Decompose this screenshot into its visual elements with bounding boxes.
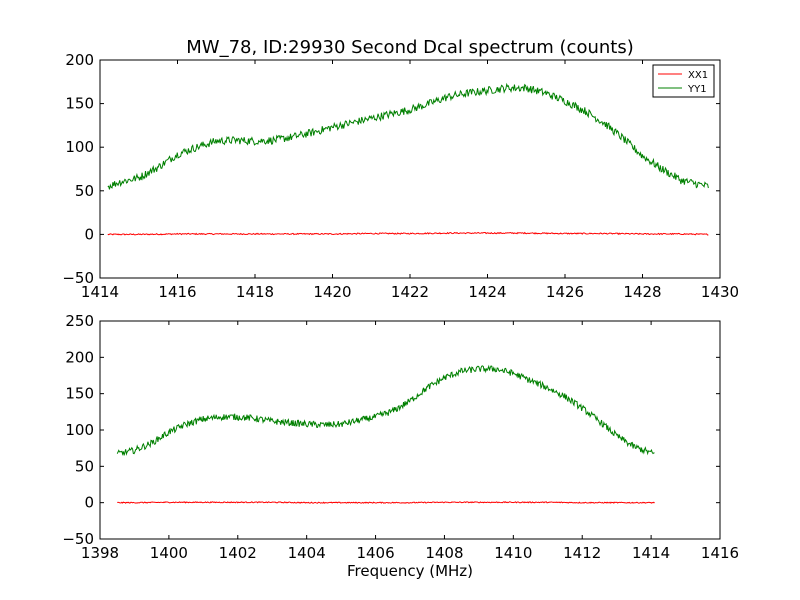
y-tick-label: 100 [65, 138, 94, 156]
y-tick-label: 250 [65, 312, 94, 330]
y-tick-label: 200 [65, 348, 94, 366]
plot-frame [99, 59, 721, 279]
y-tick-label: −50 [62, 269, 94, 287]
chart-panel-1: 1414 1416 1418 1420 1422 1424 1426 1428 1430 −50 0… [62, 37, 739, 301]
x-tick-label: 1400 [150, 544, 188, 562]
x-tick-label: 1420 [313, 283, 351, 301]
y-tick-label: 0 [84, 494, 94, 512]
chart-title: MW_78, ID:29930 Second Dcal spectrum (co… [186, 37, 633, 58]
x-tick-label: 1416 [158, 283, 196, 301]
x-tick-label: 1404 [288, 544, 326, 562]
x-tick-label: 1398 [81, 544, 119, 562]
x-tick-label: 1414 [632, 544, 670, 562]
series-line-xx1 [107, 231, 709, 236]
y-tick-label: 0 [84, 225, 94, 243]
x-tick-label: 1414 [81, 283, 119, 301]
x-tick-label: 1408 [425, 544, 463, 562]
x-tick-label: 1426 [546, 283, 584, 301]
y-tick-label: 50 [75, 182, 94, 200]
legend-box [652, 64, 715, 98]
series-line-xx1 [117, 501, 655, 504]
x-tick-label: 1416 [701, 544, 739, 562]
x-tick-label: 1410 [494, 544, 532, 562]
series-line-yy1 [116, 364, 655, 456]
x-tick-label: 1422 [391, 283, 429, 301]
x-tick-label: 1430 [701, 283, 739, 301]
y-tick-label: 150 [65, 95, 94, 113]
legend-label-yy1: YY1 [687, 84, 707, 95]
y-tick-label: 100 [65, 421, 94, 439]
legend-label-xx1: XX1 [688, 70, 708, 81]
x-tick-label: 1402 [219, 544, 257, 562]
x-tick-label: 1412 [563, 544, 601, 562]
plot-frame [99, 320, 721, 540]
y-tick-label: 50 [75, 457, 94, 475]
y-tick-label: 150 [65, 385, 94, 403]
x-tick-label: 1428 [623, 283, 661, 301]
chart-panel-2: 1398 1400 1402 1404 1406 1408 1410 1412 1414 1416… [62, 312, 739, 580]
y-tick-label: 200 [65, 51, 94, 69]
y-tick-label: −50 [62, 530, 94, 548]
x-tick-label: 1418 [236, 283, 274, 301]
x-axis-label: Frequency (MHz) [347, 562, 473, 580]
series-line-yy1 [107, 82, 709, 190]
x-tick-label: 1424 [468, 283, 506, 301]
x-tick-label: 1406 [356, 544, 394, 562]
